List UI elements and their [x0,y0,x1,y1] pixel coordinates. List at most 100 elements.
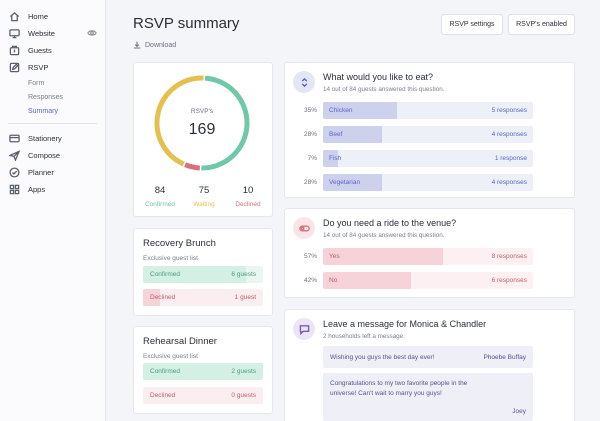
event-declined-label: Declined [150,294,176,301]
sidebar-subitem-responses[interactable]: Responses [28,93,64,101]
grid-icon [8,184,20,196]
answer-label: Vegetarian [329,179,361,186]
answer-label: No [329,277,338,284]
sidebar: Home Website Guests RSVP Form Responses … [0,0,106,421]
answer-bar-fill [323,102,397,119]
answer-bar: Beef 4 responses [323,126,533,143]
sidebar-item-guests[interactable]: Guests [0,42,105,59]
event-confirmed-fill [143,266,247,283]
rsvp-donut-chart: RSVP's 169 [152,73,252,173]
answer-bar-fill [323,272,412,289]
question-title: Do you need a ride to the venue? [323,218,457,228]
sidebar-item-website[interactable]: Website [0,25,105,42]
answer-bar-fill [323,126,382,143]
stat-declined-count: 10 [242,185,254,196]
sidebar-item-label: Website [28,29,55,38]
answer-bar: No 6 responses [323,272,533,289]
stat-waiting-count: 75 [198,185,210,196]
chevron-up-down-icon [293,71,315,93]
rsvp-summary-card: RSVP's 169 84 Confirmed 75 Waiting 10 De… [133,62,273,217]
toggle-icon [293,217,315,239]
sidebar-item-label: Apps [28,185,46,194]
question-card-ride: Do you need a ride to the venue? 14 out … [284,208,575,298]
event-declined-value: 0 guests [231,392,256,399]
answer-percent: 7% [307,155,317,162]
sidebar-item-label: Stationery [28,134,62,143]
sidebar-item-label: Planner [28,168,54,177]
sidebar-item-label: Home [28,12,49,21]
answer-label: Chicken [329,107,353,114]
check-circle-icon [8,167,20,179]
download-icon [133,41,141,49]
answer-label: Fish [329,155,342,162]
answer-bar-fill [323,248,443,265]
message-author: Phoebe Buffay [483,353,526,361]
sidebar-divider [8,123,97,124]
messages-card: Leave a message for Monica & Chandler 2 … [284,309,575,421]
message-text: Wishing you guys the best day ever! [330,353,435,361]
rsvp-settings-button[interactable]: RSVP settings [441,14,503,35]
stat-confirmed-label: Confirmed [145,201,175,208]
sidebar-item-apps[interactable]: Apps [0,181,105,198]
event-title: Rehearsal Dinner [143,336,217,347]
event-confirmed-value: 2 guests [231,368,256,375]
donut-segment-waiting [154,75,204,167]
message-author: Joey [512,408,526,415]
stat-confirmed: 84 Confirmed [140,185,180,208]
messages-subtitle: 2 households left a message. [323,333,405,340]
download-link[interactable]: Download [133,41,176,49]
stat-declined: 10 Declined [228,185,268,208]
rsvp-enabled-button[interactable]: RSVP's enabled [508,14,575,35]
event-declined-value: 1 guest [234,294,256,301]
chat-icon [293,318,315,340]
event-card-recovery-brunch: Recovery Brunch Exclusive guest list Con… [133,228,273,316]
event-subtitle: Exclusive guest list [143,353,198,360]
send-icon [8,150,20,162]
sidebar-subitem-summary[interactable]: Summary [28,107,58,115]
sidebar-item-planner[interactable]: Planner [0,164,105,181]
event-declined-bar: Declined 0 guests [143,387,263,404]
answer-responses: 1 response [494,155,527,162]
answer-bar: Fish 1 response [323,150,533,167]
answer-responses: 4 responses [491,131,527,138]
guests-icon [8,45,20,57]
answer-percent: 35% [303,107,317,114]
question-card-eat: What would you like to eat? 14 out of 84… [284,62,575,198]
stat-waiting-label: Waiting [193,201,215,208]
sidebar-item-compose[interactable]: Compose [0,147,105,164]
event-confirmed-label: Confirmed [150,271,180,278]
event-title: Recovery Brunch [143,238,216,249]
sidebar-item-home[interactable]: Home [0,8,105,25]
event-declined-fill [143,289,160,306]
page-title: RSVP summary [133,15,240,32]
answer-percent: 28% [303,179,317,186]
event-confirmed-fill [143,363,263,380]
donut-svg [154,75,250,171]
sidebar-item-stationery[interactable]: Stationery [0,130,105,147]
stat-waiting: 75 Waiting [184,185,224,208]
answer-label: Beef [329,131,343,138]
download-label: Download [145,41,177,49]
home-icon [8,11,20,23]
answer-bar: Yes 8 responses [323,248,533,265]
sidebar-subitem-form[interactable]: Form [28,79,45,87]
answer-responses: 4 responses [491,179,527,186]
event-confirmed-label: Confirmed [150,368,180,375]
event-confirmed-bar: Confirmed 6 guests [143,266,263,283]
sidebar-item-rsvp[interactable]: RSVP [0,59,105,76]
sidebar-item-label: Compose [28,151,61,160]
answer-bar-fill [323,150,338,167]
donut-label: RSVP's [190,108,214,115]
donut-segment-confirmed [201,75,250,171]
edit-icon [8,62,20,74]
answer-bar: Chicken 5 responses [323,102,533,119]
donut-segment-declined [184,162,201,171]
event-confirmed-bar: Confirmed 2 guests [143,363,263,380]
eye-icon[interactable] [87,28,97,40]
question-subtitle: 14 out of 84 guests answered this questi… [323,86,445,93]
message-item: Wishing you guys the best day ever! Phoe… [323,346,533,368]
answer-responses: 6 responses [491,277,527,284]
sidebar-item-label: RSVP [28,63,49,72]
stat-confirmed-count: 84 [154,185,166,196]
message-item: Congratulations to my two favorite peopl… [323,373,533,421]
